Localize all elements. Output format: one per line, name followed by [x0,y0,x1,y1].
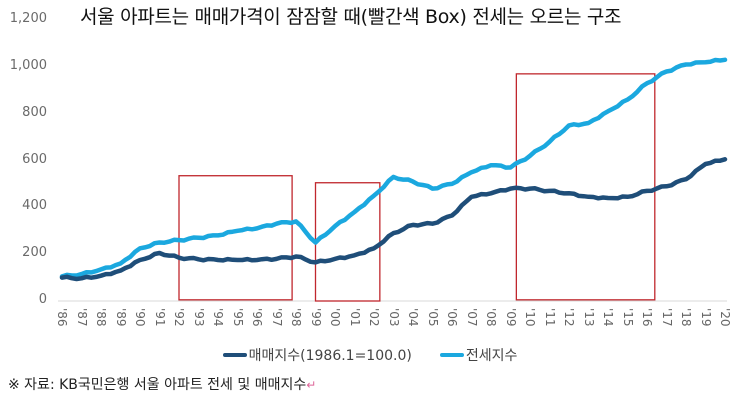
source-text: ※ 자료: KB국민은행 서울 아파트 전세 및 매매지수 [8,377,307,393]
sale-index-line [59,157,728,282]
legend-label-sale: 매매지수(1986.1=100.0) [248,348,412,364]
y-tick-label: 600 [22,151,47,167]
y-tick-label: 400 [22,198,47,214]
legend-item-jeonse: 전세지수 [439,345,518,365]
jeonse-swatch-icon [439,353,464,357]
y-tick-label: 1,000 [9,57,47,73]
y-tick-label: 200 [22,245,47,261]
chart-title: 서울 아파트는 매매가격이 잠잠할 때(빨간색 Box) 전세는 오르는 구조 [80,6,622,28]
y-tick-label: 0 [38,292,47,307]
return-mark-icon: ↵ [306,378,317,392]
sale-swatch-icon [222,353,247,357]
legend-label-jeonse: 전세지수 [465,348,518,364]
source-note: ※ 자료: KB국민은행 서울 아파트 전세 및 매매지수↵ [8,374,316,394]
jeonse-index-line [59,57,728,279]
legend: 매매지수(1986.1=100.0) 전세지수 [0,345,740,365]
y-tick-label: 1,200 [9,11,47,26]
legend-item-sale: 매매지수(1986.1=100.0) [222,345,412,365]
highlight-boxes [178,73,656,302]
highlight-box [178,175,293,301]
y-tick-label: 800 [22,104,47,120]
